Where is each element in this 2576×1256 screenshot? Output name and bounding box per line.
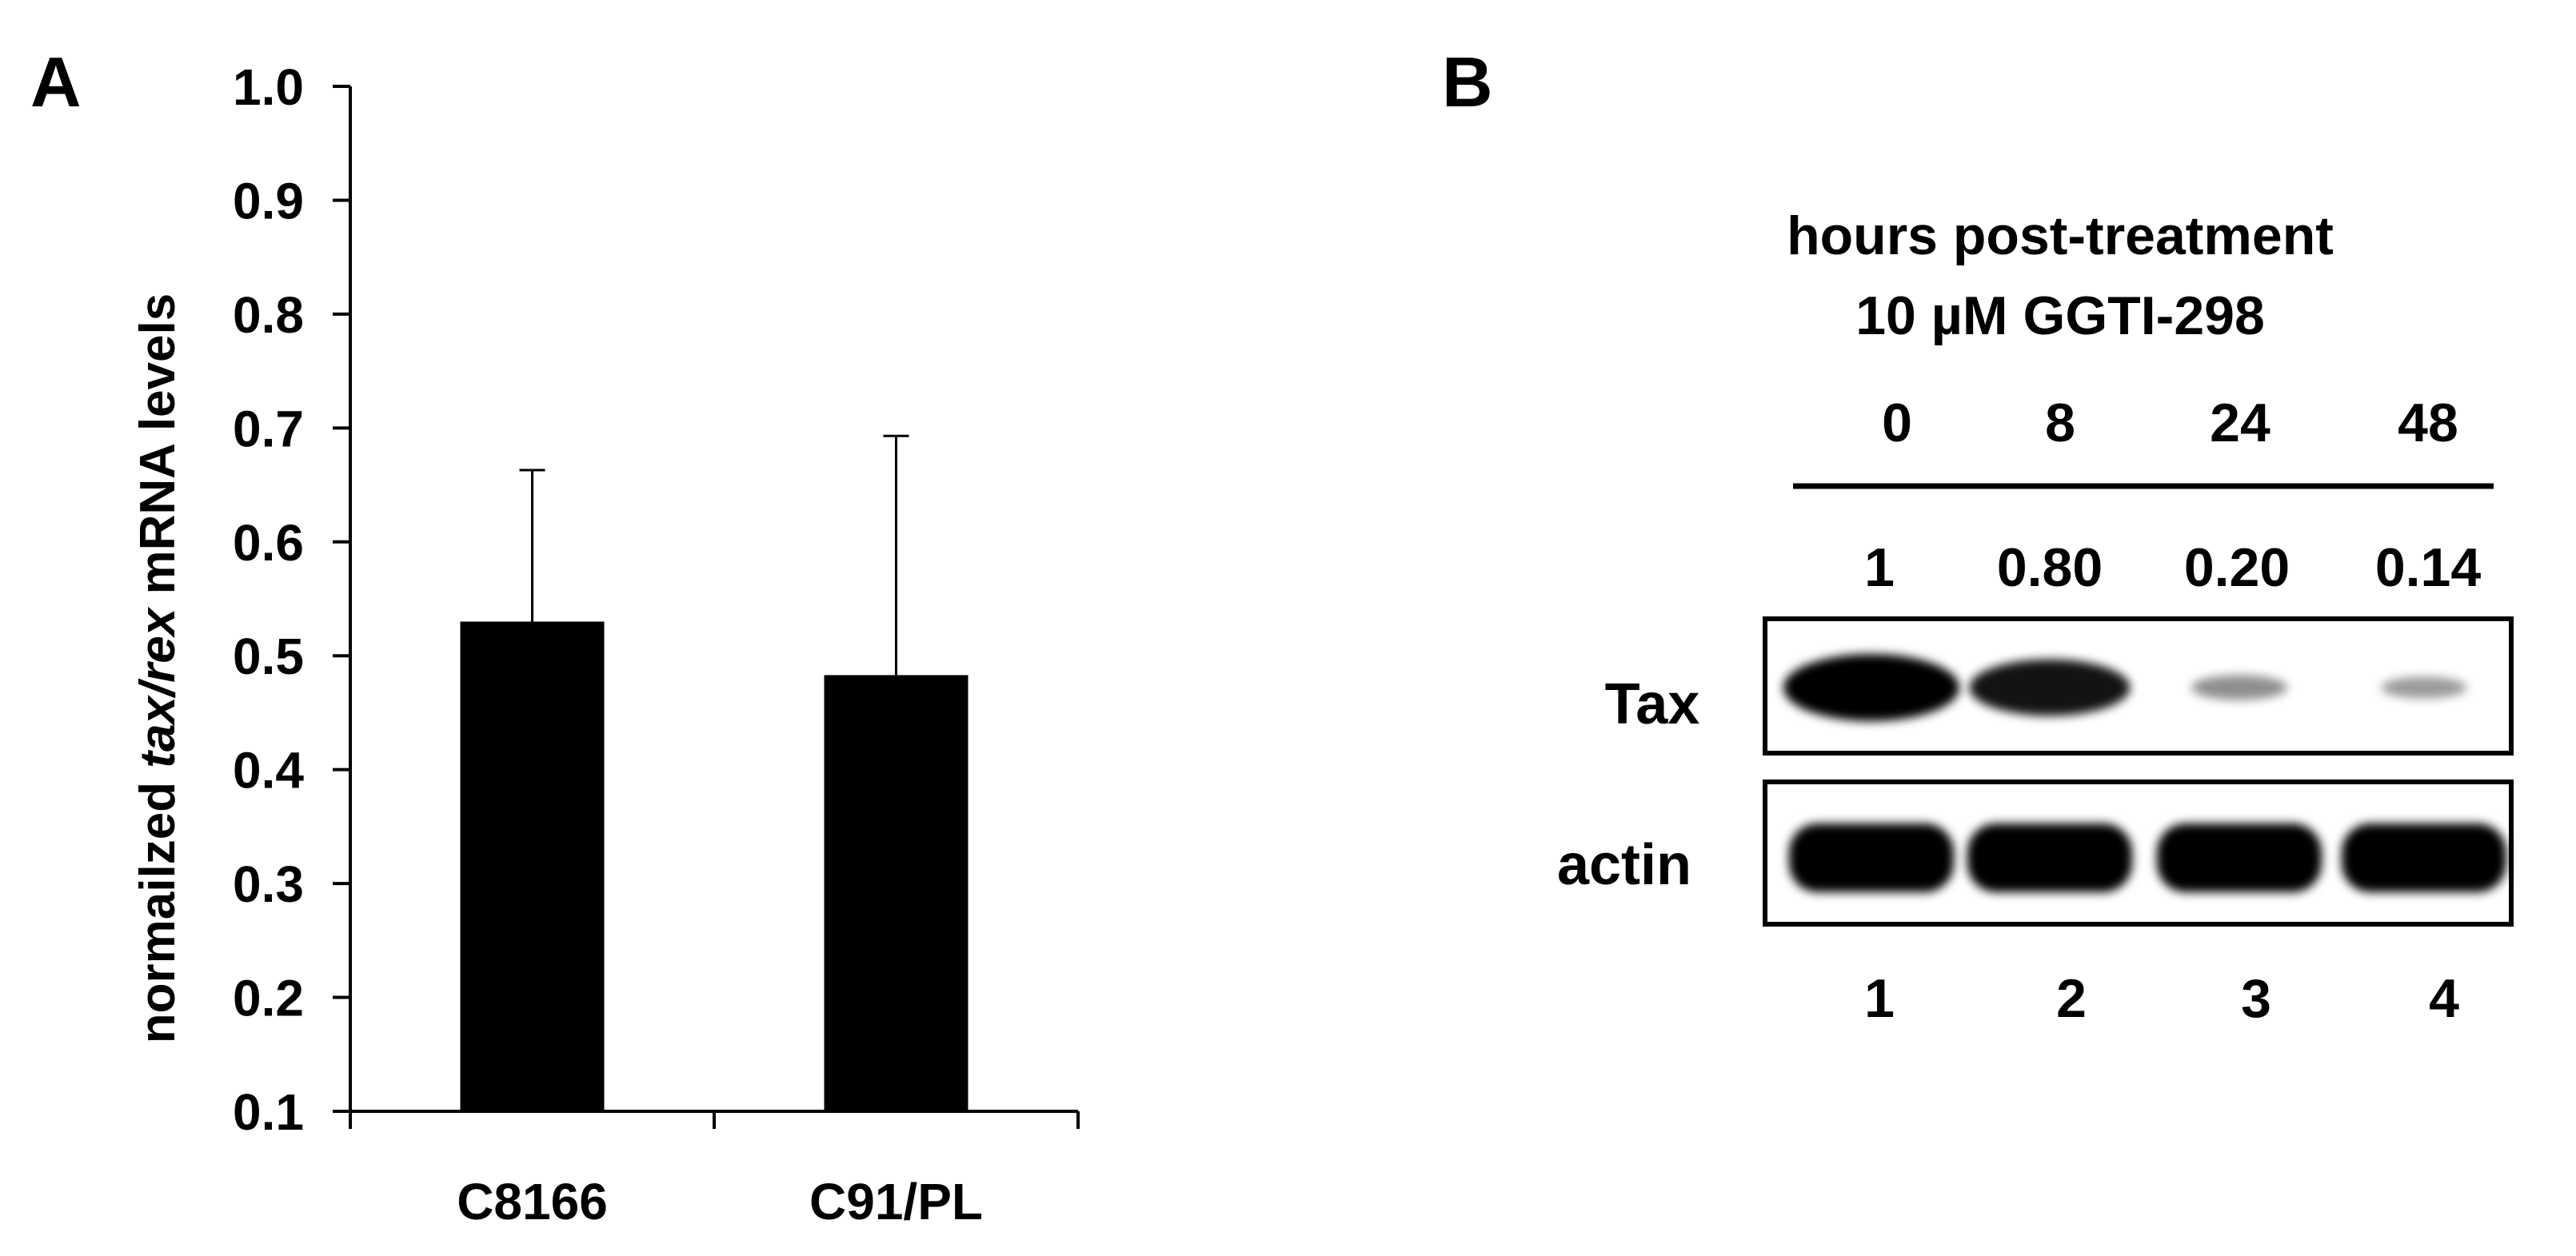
actin-band: [1789, 823, 1954, 892]
lane-number: 4: [2429, 968, 2459, 1029]
panel-b: B hours post-treatment 10 µM GGTI-298 0 …: [1442, 42, 2514, 1029]
blot-title-line2: 10 µM GGTI-298: [1855, 285, 2265, 346]
lane-number: 3: [2241, 968, 2271, 1029]
blot-title-line1: hours post-treatment: [1787, 205, 2334, 266]
actin-row-label: actin: [1557, 833, 1691, 897]
actin-bands: [1789, 823, 2506, 892]
y-axis-title: normailzed tax/rex mRNA levels: [130, 293, 186, 1043]
tax-band: [1783, 654, 1959, 721]
y-tick-label: 0.5: [233, 628, 304, 685]
y-tick-label: 0.3: [233, 855, 304, 913]
actin-band: [1967, 823, 2132, 892]
bar: [460, 621, 605, 1111]
tax-row-label: Tax: [1605, 672, 1700, 736]
timepoint-label: 0: [1882, 393, 1912, 453]
x-tick-label: C91/PL: [809, 1173, 983, 1230]
panel-a: A normailzed tax/rex mRNA levels 0.10.20…: [30, 42, 1080, 1230]
panel-b-label: B: [1442, 42, 1493, 122]
panel-a-label: A: [30, 42, 82, 122]
timepoint-label: 48: [2398, 393, 2458, 453]
lane-number: 1: [1864, 968, 1895, 1029]
y-tick-label: 0.6: [233, 514, 304, 572]
y-tick-label: 0.4: [233, 742, 304, 799]
timepoint-label: 24: [2210, 393, 2270, 453]
y-axis-title-prefix: normailzed: [130, 768, 186, 1044]
timepoint-label: 8: [2045, 393, 2075, 453]
y-tick-label: 0.1: [233, 1083, 304, 1141]
y-tick-label: 0.8: [233, 286, 304, 344]
y-tick-label: 0.9: [233, 172, 304, 229]
x-tick-label: C8166: [457, 1173, 608, 1230]
tax-band: [2381, 676, 2467, 699]
tax-bands: [1783, 654, 2467, 721]
quantification-value: 1: [1864, 537, 1895, 598]
y-tick-label: 1.0: [233, 58, 304, 116]
tax-band: [2191, 675, 2288, 700]
quantification-value: 0.80: [1997, 537, 2103, 598]
lane-number: 2: [2056, 968, 2087, 1029]
y-tick-label: 0.2: [233, 970, 304, 1027]
quantification-value: 0.14: [2375, 537, 2482, 598]
y-axis-title-suffix: mRNA levels: [130, 293, 186, 608]
y-axis-title-italic: tax/rex: [130, 606, 186, 768]
bar-chart: 0.1 0.2 0.3 0.4 0.5 0.6 0.7 0.8 0.9 1.0 C8166 C91/P…: [233, 58, 1080, 1230]
bar: [824, 675, 968, 1111]
y-tick-label: 0.7: [233, 400, 304, 457]
actin-band: [2157, 823, 2322, 892]
quantification-value: 0.20: [2184, 537, 2290, 598]
tax-band: [1969, 659, 2131, 716]
actin-band: [2342, 823, 2506, 892]
svg-text:normailzed tax/rex mRNA levels: normailzed tax/rex mRNA levels: [130, 293, 186, 1043]
